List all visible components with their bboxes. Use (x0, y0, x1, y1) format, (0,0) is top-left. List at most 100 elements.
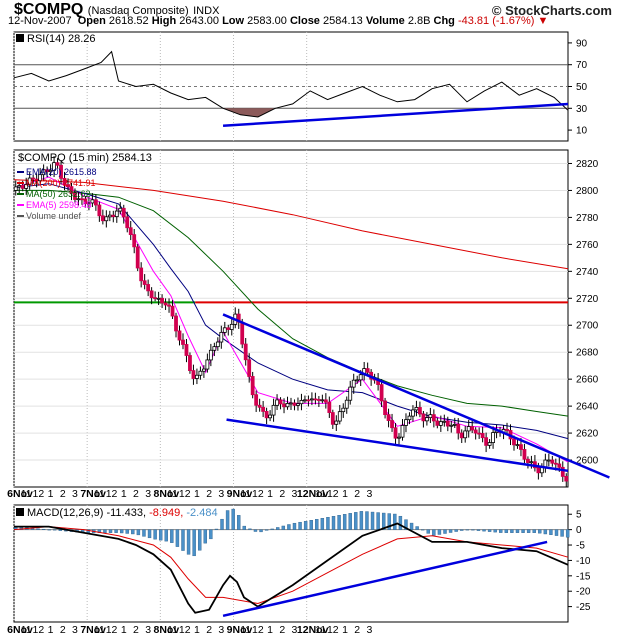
x-axis-label-top: 12 (33, 488, 45, 500)
macd-histogram-bar (209, 529, 213, 540)
price-tick-label: 2640 (576, 402, 599, 413)
macd-histogram-bar (443, 529, 447, 534)
candle-down (55, 162, 60, 166)
candle-up (48, 169, 53, 173)
macd-histogram-bar (398, 515, 403, 530)
x-axis-label-bottom: 3 (292, 624, 298, 636)
x-axis-label-bottom: 12 (179, 624, 191, 636)
x-axis-label-top: 2 (279, 488, 285, 500)
candle-down (146, 284, 151, 292)
macd-tick-label: -10 (576, 556, 591, 567)
close-value: 2584.13 (323, 15, 363, 27)
candle-up (114, 210, 119, 218)
x-axis-label-bottom: 1 (342, 624, 348, 636)
x-axis-label-bottom: 1 (48, 624, 54, 636)
candle-down (250, 376, 255, 396)
candle-up (52, 162, 56, 171)
candle-up (397, 436, 401, 439)
candle-down (316, 399, 321, 401)
macd-histogram-bar (214, 528, 219, 530)
candle-down (170, 305, 175, 317)
candle-up (27, 177, 32, 185)
x-axis-label-top: 9Nov (227, 488, 253, 500)
x-axis-label-bottom: 2 (354, 624, 360, 636)
macd-histogram-bar (131, 529, 135, 535)
candle-up (24, 184, 29, 189)
macd-histogram-bar (348, 513, 352, 530)
candle-up (229, 323, 234, 330)
candle-down (80, 198, 84, 201)
candle-down (560, 466, 565, 477)
candle-down (149, 290, 154, 299)
candle-down (139, 267, 144, 282)
macd-histogram-bar (186, 529, 191, 555)
candle-up (543, 459, 548, 468)
macd-histogram-bar (36, 528, 40, 530)
x-axis-label-top: 1 (194, 488, 200, 500)
candle-down (167, 304, 171, 307)
candle-up (438, 421, 443, 426)
candle-down (421, 413, 426, 422)
macd-histogram-bar (432, 529, 436, 536)
macd-histogram-bar (421, 529, 425, 531)
candle-down (557, 463, 562, 468)
candle-up (212, 346, 217, 351)
macd-tick-label: -5 (576, 541, 585, 552)
macd-histogram-bar (532, 529, 536, 533)
rsi-line (13, 50, 569, 118)
x-axis-label-top: 11 (315, 488, 326, 500)
candle-down (456, 423, 461, 434)
x-axis-label-top: 11 (240, 488, 251, 500)
candle-down (121, 207, 126, 218)
close-label: Close (289, 15, 320, 27)
volume-label: Volume (365, 15, 405, 27)
candle-up (215, 341, 220, 348)
macd-histogram-bar (465, 529, 470, 531)
macd-histogram-bar (504, 529, 509, 533)
x-axis-label-top: 2 (354, 488, 360, 500)
price-tick-label: 2660 (576, 375, 599, 386)
open-label: Open (77, 15, 106, 27)
x-axis-label-bottom: 11 (240, 624, 251, 636)
rsi-tick-label: 90 (576, 38, 588, 49)
price-tick-label: 2600 (576, 456, 599, 467)
ema20-line (13, 183, 569, 440)
price-tick-label: 2700 (576, 321, 599, 332)
macd-histogram-bar (53, 529, 57, 531)
candle-up (118, 207, 123, 212)
candle-up (428, 414, 433, 419)
candle-up (337, 411, 342, 422)
candle-up (38, 174, 43, 182)
price-tick-label: 2680 (576, 348, 599, 359)
volume-value: 2.8B (407, 15, 431, 27)
macd-histogram-bar (248, 528, 252, 530)
candle-up (355, 379, 360, 382)
candle-down (386, 414, 391, 421)
candle-down (459, 432, 464, 439)
macd-tick-label: -25 (576, 602, 591, 613)
candle-down (365, 368, 370, 373)
candle-up (334, 420, 339, 425)
candle-up (41, 169, 46, 176)
legend-entry: MA(50) 2632.62 (26, 189, 91, 199)
candle-down (445, 420, 450, 427)
macd-histogram-bar (538, 529, 542, 534)
macd-histogram-bar (337, 515, 341, 530)
quote-date: 12-Nov-2007 (8, 15, 72, 27)
macd-histogram-bar (359, 511, 364, 530)
upper-trendline (222, 313, 610, 479)
candle-down (431, 414, 436, 422)
candle-up (299, 399, 304, 405)
candle-down (34, 178, 39, 182)
index-name: (Nasdaq Composite) (87, 5, 189, 17)
candle-down (418, 407, 422, 415)
macd-histogram-bar (560, 529, 564, 537)
macd-histogram-bar (259, 529, 263, 533)
x-axis-label-top: 6Nov (7, 488, 33, 500)
macd-histogram-bar (482, 529, 486, 532)
candle-down (132, 234, 137, 248)
macd-tick-label: 5 (576, 510, 582, 521)
candle-up (400, 425, 405, 438)
candle-up (487, 442, 492, 446)
